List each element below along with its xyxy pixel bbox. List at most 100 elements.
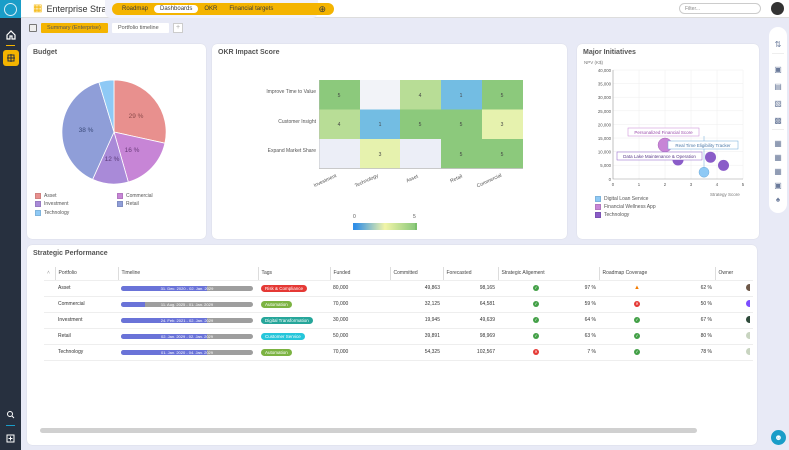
add-calendar-icon[interactable]: ▣ <box>774 180 782 190</box>
horizontal-scrollbar[interactable] <box>40 428 697 433</box>
filter-input[interactable]: Filter... <box>679 3 761 14</box>
expand-icon[interactable] <box>3 431 18 446</box>
svg-text:25,000: 25,000 <box>598 109 612 114</box>
table-row[interactable]: Technology 01. Jan. 2020 - 04. Jan. 2029… <box>44 344 753 361</box>
table-row[interactable]: Retail 02. Jan. 2029 - 02. Jan. 2029 Cus… <box>44 328 753 345</box>
owner-avatar[interactable] <box>746 299 750 307</box>
tag-badge: Risk & Compliance <box>261 284 308 292</box>
svg-text:5: 5 <box>501 93 504 99</box>
col-committed[interactable]: Committed <box>390 267 444 281</box>
add-column-chart-icon[interactable]: ▦ <box>774 166 782 176</box>
sort-column[interactable]: ˄ <box>44 267 56 281</box>
add-subtab-icon[interactable]: + <box>173 23 183 33</box>
warning-icon: ▲ <box>634 285 640 291</box>
sort-icon[interactable]: ⇅ <box>774 39 782 49</box>
subtab-summary[interactable]: Summary (Enterprise) <box>41 23 108 33</box>
col-strategic-alignment[interactable]: Strategic Aligement <box>498 267 600 281</box>
col-portfolio[interactable]: Portfolio <box>55 267 119 281</box>
timeline-bar[interactable]: 11. Aug. 2025 - 01. Jan. 2029 <box>121 301 253 307</box>
tab-dashboards[interactable]: Dashboards <box>154 5 199 13</box>
share-icon[interactable]: ▧ <box>774 98 782 108</box>
search-icon[interactable] <box>3 407 18 422</box>
tab-okr[interactable]: OKR <box>204 6 218 12</box>
save-icon[interactable]: ▣ <box>774 64 782 74</box>
svg-text:2: 2 <box>664 182 667 187</box>
svg-text:15,000: 15,000 <box>598 136 612 141</box>
right-toolbar: ⇅ ▣ ▤ ▧ ▩ ▦ ▦ ▦ ▣ ♠ <box>769 27 787 213</box>
owner-avatar[interactable] <box>746 283 750 291</box>
check-circle-icon: ✓ <box>533 333 539 339</box>
col-tags[interactable]: Tags <box>258 267 331 281</box>
col-forecasted[interactable]: Forecasted <box>443 267 499 281</box>
svg-text:10,000: 10,000 <box>598 150 612 155</box>
tag-badge: Digital Transformation <box>261 316 313 324</box>
svg-text:40,000: 40,000 <box>598 68 612 73</box>
tag-badge: Customer Service <box>261 332 305 340</box>
col-funded[interactable]: Funded <box>330 267 391 281</box>
owner-avatar[interactable] <box>746 315 750 323</box>
legend-technology[interactable]: Technology <box>595 212 629 218</box>
legend-retail[interactable]: Retail <box>117 201 139 207</box>
add-tab-icon[interactable]: ⊕ <box>318 3 326 14</box>
timeline-bar[interactable]: 31. Dec. 2020 - 02. Jan. 2029 <box>121 285 253 291</box>
okr-row-label: Customer Insight <box>278 119 316 125</box>
initiatives-title: Major Initiatives <box>583 49 636 56</box>
initiatives-scatter-chart: 40,00035,00030,00025,00020,00015,00010,0… <box>598 68 745 187</box>
svg-text:5,000: 5,000 <box>600 163 611 168</box>
okr-row-label: Expand Market Share <box>267 148 316 154</box>
timeline-bar[interactable]: 01. Jan. 2020 - 04. Jan. 2029 <box>121 349 253 355</box>
legend-technology[interactable]: Technology <box>35 210 69 216</box>
tag-badge: Automation <box>261 348 292 356</box>
table-row[interactable]: Commercial 11. Aug. 2025 - 01. Jan. 2029… <box>44 296 753 313</box>
okr-card: OKR Impact Score Improve Time to Value C… <box>212 44 567 239</box>
col-timeline[interactable]: Timeline <box>118 267 259 281</box>
budget-title: Budget <box>33 49 58 56</box>
table-row[interactable]: Asset 31. Dec. 2020 - 02. Jan. 2029 Risk… <box>44 280 753 297</box>
sidebar-toggle-icon[interactable] <box>29 24 37 32</box>
left-nav <box>0 0 21 450</box>
check-circle-icon: ✓ <box>533 317 539 323</box>
presentation-icon[interactable]: ▩ <box>774 115 782 125</box>
subtab-portfolio-timeline[interactable]: Portfolio timeline <box>112 23 169 33</box>
col-roadmap-coverage[interactable]: Roadmap Coverage <box>599 267 716 281</box>
add-bar-chart-icon[interactable]: ▦ <box>774 152 782 162</box>
owner-avatar[interactable] <box>746 347 750 355</box>
timeline-bar[interactable]: 02. Jan. 2029 - 02. Jan. 2029 <box>121 333 253 339</box>
budget-pie-chart: 29 % 16 % 12 % 38 % <box>61 79 167 185</box>
svg-text:3: 3 <box>379 152 382 158</box>
add-chart-icon[interactable]: ▦ <box>774 138 782 148</box>
table-row[interactable]: Investment 24. Feb. 2021 - 02. Jan. 2029… <box>44 312 753 329</box>
tab-roadmap[interactable]: Roadmap <box>122 6 149 12</box>
svg-text:5: 5 <box>742 182 745 187</box>
app-logo[interactable] <box>0 0 21 18</box>
users-icon[interactable]: ♠ <box>775 194 781 204</box>
legend-digital-loan[interactable]: Digital Loan Service <box>595 196 648 202</box>
x-axis-label: Strategy Score <box>710 192 740 197</box>
svg-text:20,000: 20,000 <box>598 122 612 127</box>
svg-text:38 %: 38 % <box>79 127 94 134</box>
home-icon[interactable] <box>3 27 18 42</box>
col-owner[interactable]: Owner <box>715 267 753 281</box>
tab-financial-targets[interactable]: Financial targets <box>229 6 274 12</box>
timeline-bar[interactable]: 24. Feb. 2021 - 02. Jan. 2029 <box>121 317 253 323</box>
color-scale-slider[interactable] <box>353 223 417 230</box>
strategy-icon[interactable] <box>3 50 19 66</box>
legend-commercial[interactable]: Commercial <box>117 193 153 199</box>
svg-text:3: 3 <box>690 182 693 187</box>
svg-text:4: 4 <box>338 122 341 128</box>
owner-avatar[interactable] <box>746 331 750 339</box>
strategy-icon: ▦ <box>33 3 43 14</box>
error-circle-icon: ✕ <box>634 301 640 307</box>
performance-title: Strategic Performance <box>33 250 108 257</box>
user-avatar-icon[interactable] <box>771 2 784 15</box>
legend-asset[interactable]: Asset <box>35 193 57 199</box>
legend-financial-wellness[interactable]: Financial Wellness App <box>595 204 656 210</box>
legend-investment[interactable]: Investment <box>35 201 68 207</box>
book-icon[interactable]: ▤ <box>774 81 782 91</box>
scale-max: 5 <box>413 214 416 220</box>
okr-col-label: Asset <box>405 173 420 185</box>
assistant-icon[interactable]: ☻ <box>771 430 786 445</box>
svg-text:5: 5 <box>460 122 463 128</box>
svg-text:1: 1 <box>638 182 641 187</box>
svg-text:Personalized Financial Score: Personalized Financial Score <box>634 130 693 135</box>
